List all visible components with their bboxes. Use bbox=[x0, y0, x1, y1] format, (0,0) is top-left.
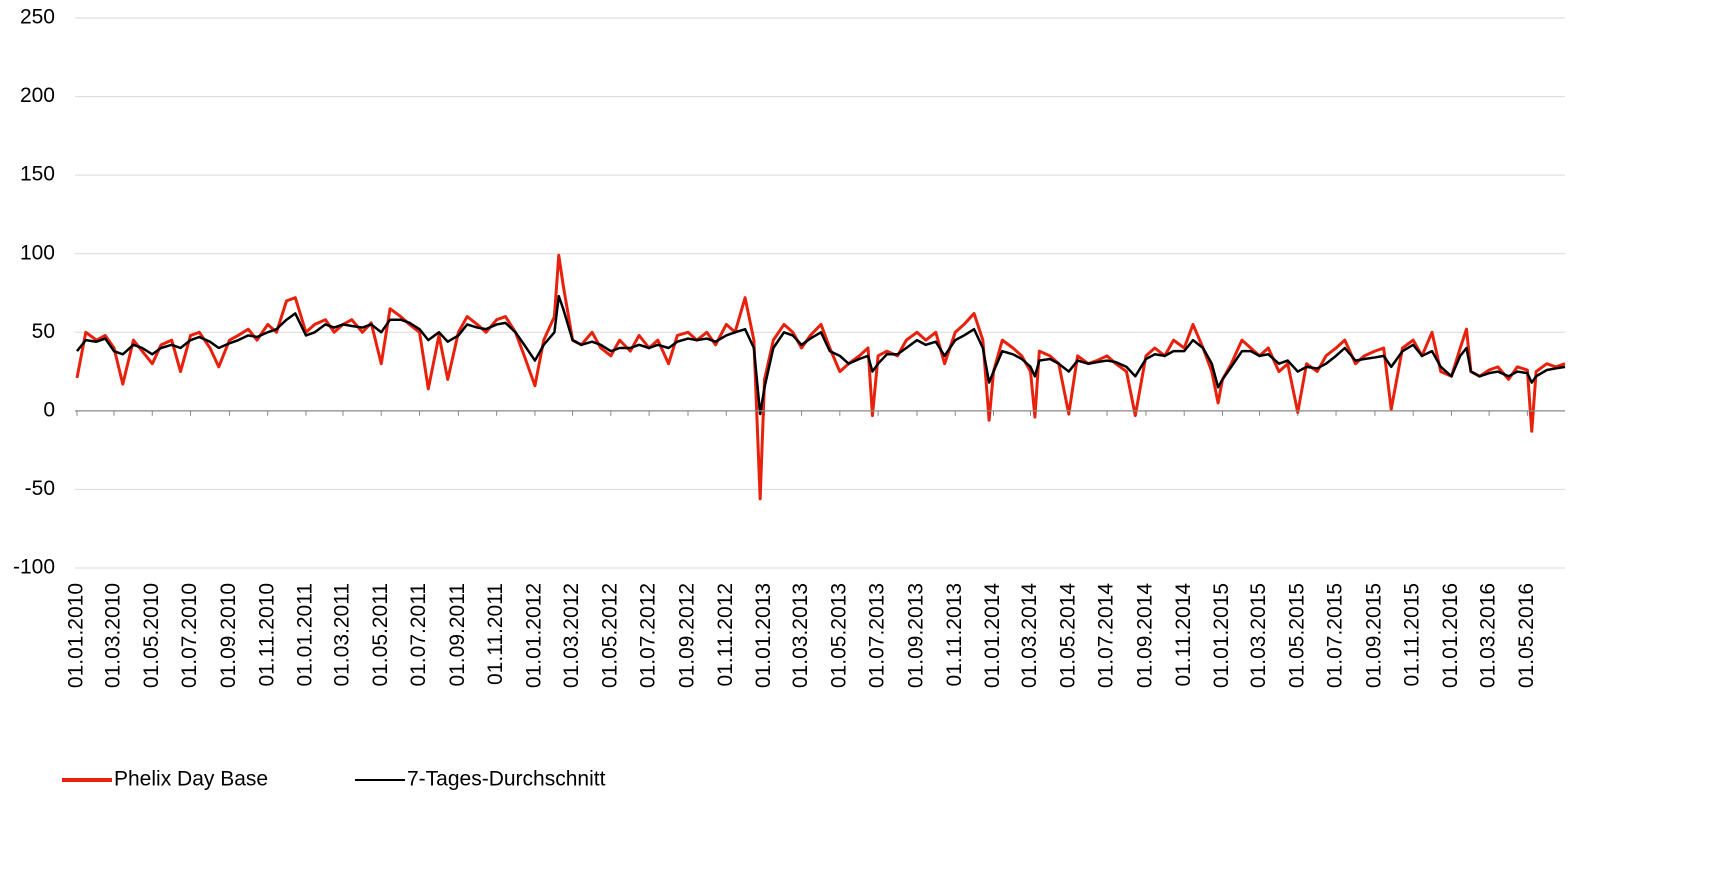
x-tick-label: 01.03.2012 bbox=[560, 583, 583, 688]
y-tick-label: 200 bbox=[20, 84, 55, 107]
x-tick-label: 01.05.2016 bbox=[1515, 583, 1538, 688]
x-tick-label: 01.01.2012 bbox=[522, 583, 545, 688]
x-tick-label: 01.07.2013 bbox=[866, 583, 889, 688]
x-tick-label: 01.07.2015 bbox=[1324, 583, 1347, 688]
y-tick-label: -50 bbox=[25, 477, 55, 500]
x-tick-label: 01.09.2014 bbox=[1133, 583, 1156, 688]
x-tick-label: 01.09.2010 bbox=[217, 583, 240, 688]
x-tick-label: 01.03.2015 bbox=[1247, 583, 1270, 688]
x-tick-label: 01.11.2013 bbox=[943, 583, 966, 687]
series-line bbox=[75, 253, 1566, 501]
x-tick-label: 01.03.2011 bbox=[331, 583, 354, 687]
x-tick-label: 01.03.2014 bbox=[1018, 583, 1041, 688]
x-tick-label: 01.11.2012 bbox=[714, 583, 737, 687]
x-tick-label: 01.11.2010 bbox=[255, 583, 278, 687]
x-tick-label: 01.05.2012 bbox=[598, 583, 621, 688]
x-tick-label: 01.09.2015 bbox=[1362, 583, 1385, 688]
y-tick-label: 150 bbox=[20, 163, 55, 186]
x-tick-label: 01.07.2012 bbox=[637, 583, 660, 688]
series-line bbox=[76, 294, 1566, 416]
x-tick-label: 01.07.2014 bbox=[1095, 583, 1118, 688]
y-tick-label: 100 bbox=[20, 241, 55, 264]
x-tick-label: 01.05.2014 bbox=[1056, 583, 1079, 688]
x-tick-label: 01.09.2011 bbox=[446, 583, 469, 687]
y-tick-label: -100 bbox=[13, 556, 55, 579]
x-tick-label: 01.05.2011 bbox=[369, 583, 392, 687]
x-tick-label: 01.01.2016 bbox=[1439, 583, 1462, 688]
x-tick-label: 01.05.2013 bbox=[827, 583, 850, 688]
x-tick-label: 01.03.2013 bbox=[789, 583, 812, 688]
x-tick-label: 01.03.2016 bbox=[1477, 583, 1500, 688]
x-tick-label: 01.01.2011 bbox=[294, 583, 317, 687]
y-tick-label: 50 bbox=[32, 320, 55, 343]
y-tick-label: 0 bbox=[43, 398, 55, 421]
x-tick-label: 01.07.2011 bbox=[407, 583, 430, 687]
x-tick-label: 01.11.2014 bbox=[1172, 583, 1195, 687]
x-tick-label: 01.07.2010 bbox=[178, 583, 201, 688]
x-tick-label: 01.09.2012 bbox=[676, 583, 699, 688]
x-tick-label: 01.01.2010 bbox=[65, 583, 88, 688]
legend-label: 7-Tages-Durchschnitt bbox=[407, 768, 606, 791]
x-tick-label: 01.03.2010 bbox=[102, 583, 125, 688]
x-tick-label: 01.05.2010 bbox=[140, 583, 163, 688]
x-tick-label: 01.11.2015 bbox=[1401, 583, 1424, 687]
x-tick-label: 01.01.2014 bbox=[981, 583, 1004, 688]
x-tick-label: 01.01.2015 bbox=[1210, 583, 1233, 688]
y-tick-label: 250 bbox=[20, 6, 55, 29]
x-tick-label: 01.01.2013 bbox=[752, 583, 775, 688]
legend-label: Phelix Day Base bbox=[114, 768, 268, 791]
x-tick-label: 01.09.2013 bbox=[905, 583, 928, 688]
x-tick-label: 01.05.2015 bbox=[1285, 583, 1308, 688]
x-tick-label: 01.11.2011 bbox=[484, 583, 507, 685]
